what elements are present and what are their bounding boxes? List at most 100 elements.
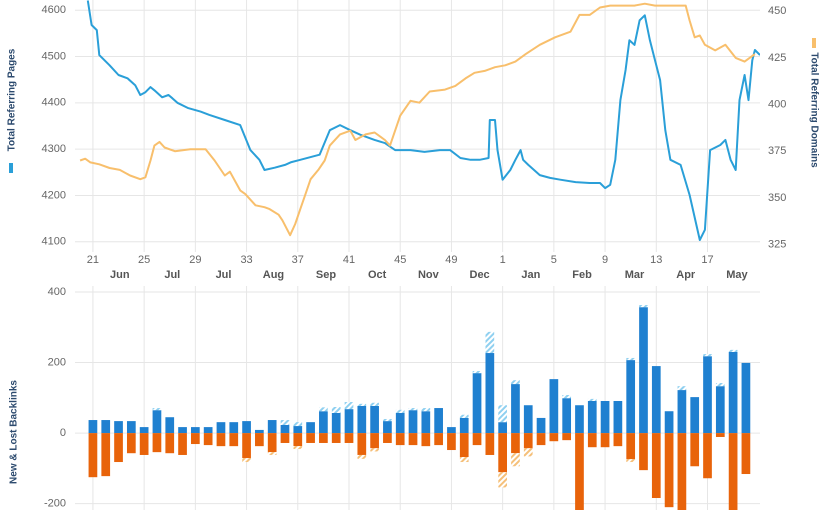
- bar-segment: [575, 405, 584, 434]
- bar-segment: [319, 433, 328, 443]
- y2-tick-label: 375: [768, 145, 786, 157]
- x-month-label: Jun: [110, 269, 130, 281]
- bar-segment: [242, 458, 251, 463]
- y2-tick-label: 350: [768, 192, 786, 204]
- bar-segment: [114, 433, 123, 463]
- x-month-label: Oct: [368, 269, 387, 281]
- y-tick-label: 4600: [42, 4, 66, 16]
- bar-segment: [485, 433, 495, 455]
- bar-segment: [357, 405, 367, 434]
- x-tick-label: 29: [189, 254, 201, 266]
- bar-segment: [447, 433, 456, 451]
- bar-segment: [600, 433, 610, 448]
- bar-segment: [626, 459, 636, 463]
- bar-segment: [139, 433, 149, 455]
- bar-segment: [728, 349, 738, 352]
- bar-segment: [152, 410, 162, 434]
- y2-tick-label: 400: [768, 98, 786, 110]
- bar-segment: [626, 433, 636, 460]
- y2-tick-label: 325: [768, 238, 786, 250]
- bar-segment: [511, 433, 520, 454]
- bar-segment: [728, 433, 738, 510]
- bar-segment: [255, 429, 264, 434]
- x-tick-label: 25: [138, 254, 150, 266]
- bar-segment: [267, 433, 277, 453]
- bar-segment: [357, 454, 367, 459]
- bar-segment: [114, 421, 123, 434]
- bar-segment: [191, 427, 200, 434]
- bar-segment: [203, 433, 213, 446]
- x-month-label: Nov: [418, 269, 440, 281]
- labels: 21 25 29 33 37 41 45 49 1 5 9 13 17 Jun Jul Jul Aug Sep Oc…: [7, 4, 820, 509]
- bar-segment: [255, 433, 264, 447]
- bar-segment: [383, 433, 392, 443]
- bar-segment: [703, 356, 712, 434]
- bar-segment: [690, 397, 700, 434]
- bar-segment: [408, 408, 418, 411]
- bar-segment: [152, 433, 162, 453]
- x-month-label: Dec: [470, 269, 490, 281]
- series-line: [86, 0, 760, 241]
- x-tick-label: 33: [240, 254, 252, 266]
- bar-segment: [331, 406, 341, 413]
- bar-segment: [523, 405, 533, 434]
- bar-segment: [344, 409, 354, 434]
- bar-segment: [626, 357, 636, 361]
- bar-segment: [293, 422, 303, 427]
- bar-segment: [587, 400, 597, 434]
- bar-segment: [383, 421, 392, 434]
- bar-segment: [651, 433, 661, 499]
- x-month-label: Feb: [572, 269, 592, 281]
- y-tick-label: 4200: [42, 189, 66, 201]
- bar-segment: [728, 351, 738, 434]
- bar-segment: [715, 383, 725, 387]
- x-month-label: Aug: [263, 269, 284, 281]
- bar-segment: [651, 366, 661, 434]
- bar-segment: [677, 390, 687, 434]
- x-tick-label: 17: [701, 254, 713, 266]
- bar-segment: [152, 408, 162, 411]
- bar-segment: [459, 457, 469, 463]
- bar-segment: [165, 433, 175, 454]
- bar-segment: [293, 433, 303, 447]
- bar-segment: [331, 433, 341, 443]
- bar-segment: [549, 379, 559, 434]
- bar-segment: [370, 405, 379, 434]
- bar-segment: [459, 414, 469, 418]
- legend-swatch: [9, 163, 13, 173]
- y-tick-label: -200: [44, 498, 66, 510]
- bar-segment: [575, 433, 584, 510]
- bar-segment: [421, 411, 431, 434]
- bar-segment: [306, 433, 315, 443]
- bar-segment: [139, 427, 149, 434]
- bar-segment: [677, 433, 687, 510]
- bar-segment: [383, 418, 392, 422]
- bar-segment: [613, 400, 623, 434]
- bar-segment: [562, 398, 572, 434]
- bar-segment: [280, 420, 290, 425]
- bar-segment: [741, 433, 751, 475]
- bar-segment: [88, 420, 98, 434]
- bar-segment: [498, 405, 507, 423]
- bar-segment: [511, 384, 520, 434]
- bar-segment: [613, 433, 623, 447]
- bar-segment: [126, 421, 136, 434]
- bar-segment: [395, 409, 405, 413]
- bar-segment: [741, 362, 751, 434]
- bar-segment: [395, 433, 405, 446]
- bar-segment: [600, 400, 610, 434]
- x-month-label: Apr: [676, 269, 696, 281]
- bar-segment: [101, 433, 111, 477]
- bar-segment: [280, 433, 290, 443]
- bar-segment: [523, 433, 533, 449]
- bar-segment: [587, 398, 597, 401]
- x-tick-label: 49: [445, 254, 457, 266]
- bar-segment: [421, 408, 431, 412]
- bar-segment: [434, 408, 443, 434]
- bar-segment: [88, 433, 98, 478]
- bar-segment: [587, 433, 597, 448]
- bar-segment: [485, 353, 495, 434]
- bar-segment: [408, 433, 418, 446]
- x-tick-label: 9: [602, 254, 608, 266]
- bar-segment: [242, 421, 251, 434]
